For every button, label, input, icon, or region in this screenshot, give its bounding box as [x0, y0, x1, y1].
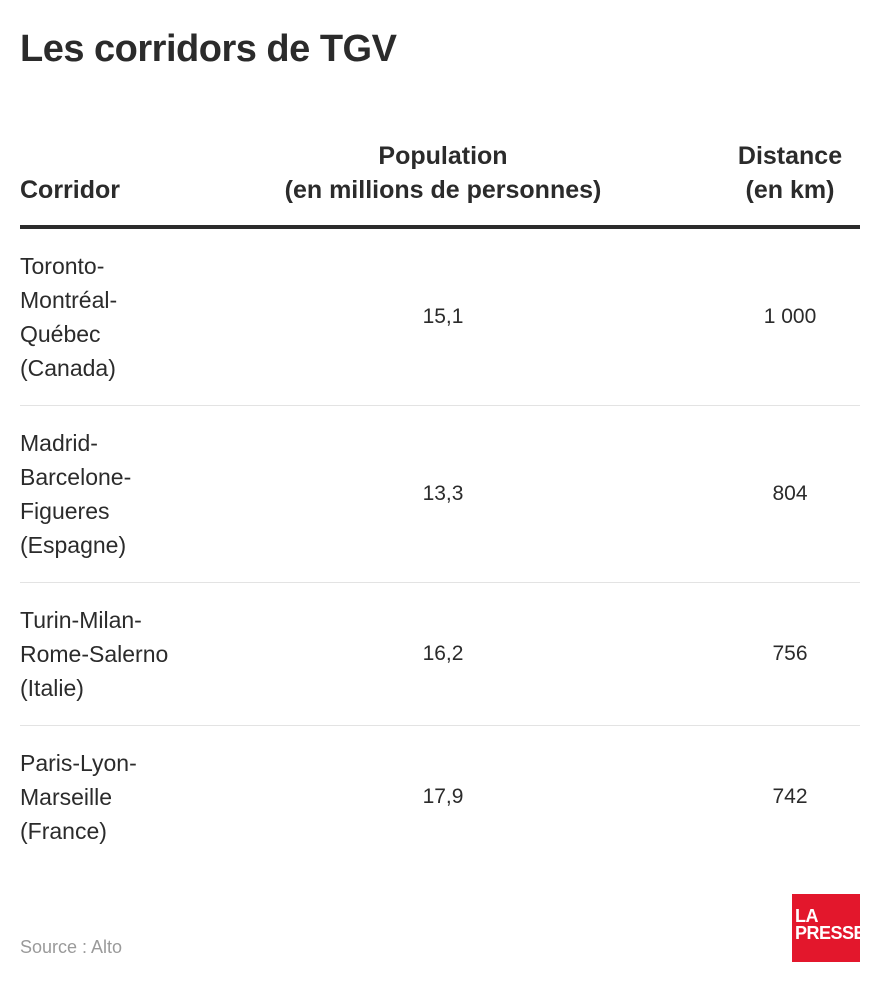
header-corridor-label: Corridor [20, 176, 120, 204]
corridor-line: Marseille [20, 784, 113, 810]
corridor-line: Figueres [20, 498, 110, 524]
header-distance: Distance (en km) [720, 139, 860, 207]
population-cell: 13,3 [422, 482, 464, 505]
corridor-cell: Paris-Lyon- Marseille (France) [20, 726, 220, 868]
header-population-line-2: (en millions de personnes) [284, 176, 602, 204]
corridor-line: Rome-Salerno [20, 641, 169, 667]
table-header: Corridor Population (en millions de pers… [20, 135, 860, 229]
table-row: Paris-Lyon- Marseille (France) 17,9 742 [20, 726, 860, 868]
corridor-line: Toronto- [20, 253, 105, 279]
distance-cell: 742 [772, 785, 808, 808]
corridor-line: Turin-Milan- [20, 607, 142, 633]
header-distance-line-1: Distance [737, 142, 843, 170]
corridors-table: Corridor Population (en millions de pers… [20, 135, 860, 868]
header-corridor: Corridor [20, 173, 120, 207]
corridor-cell: Toronto- Montréal- Québec (Canada) [20, 229, 220, 405]
page-title: Les corridors de TGV [20, 28, 397, 70]
logo-line-2: PRESSE [795, 923, 866, 943]
distance-cell: 804 [772, 482, 808, 505]
population-cell: 15,1 [422, 305, 464, 328]
la-presse-logo[interactable]: LA PRESSE [792, 894, 866, 962]
corridor-line: (Espagne) [20, 532, 127, 558]
corridor-cell: Turin-Milan- Rome-Salerno (Italie) [20, 583, 220, 725]
source-note: Source : Alto [20, 937, 123, 957]
table-row: Turin-Milan- Rome-Salerno (Italie) 16,2 … [20, 583, 860, 726]
corridor-line: (Canada) [20, 355, 116, 381]
corridor-line: Barcelone- [20, 464, 132, 490]
corridor-line: Québec [20, 321, 101, 347]
corridor-line: Montréal- [20, 287, 118, 313]
corridor-cell: Madrid- Barcelone- Figueres (Espagne) [20, 406, 220, 582]
header-population-line-1: Population [378, 142, 508, 170]
population-cell: 17,9 [422, 785, 464, 808]
table-row: Toronto- Montréal- Québec (Canada) 15,1 … [20, 229, 860, 406]
logo-line-1: LA [795, 906, 819, 926]
header-distance-line-2: (en km) [745, 176, 835, 204]
distance-cell: 756 [772, 642, 808, 665]
distance-cell: 1 000 [763, 305, 817, 328]
corridor-line: Paris-Lyon- [20, 750, 137, 776]
population-cell: 16,2 [422, 642, 464, 665]
header-population: Population (en millions de personnes) [250, 139, 636, 207]
corridor-line: Madrid- [20, 430, 98, 456]
corridor-line: (France) [20, 818, 107, 844]
table-row: Madrid- Barcelone- Figueres (Espagne) 13… [20, 406, 860, 583]
corridor-line: (Italie) [20, 675, 84, 701]
